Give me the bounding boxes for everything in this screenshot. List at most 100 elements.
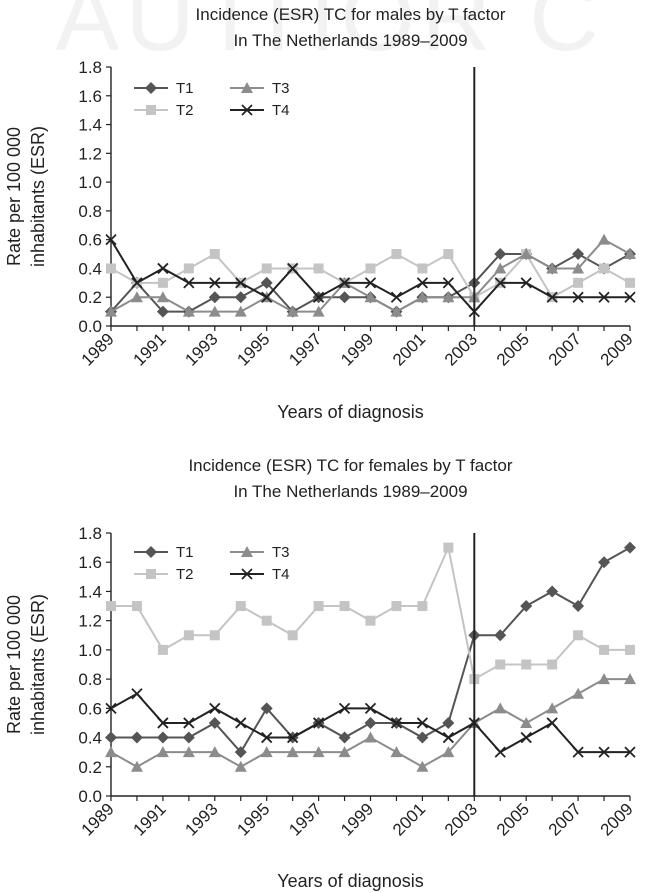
data-point-t3 <box>130 291 143 303</box>
data-point-t3 <box>442 291 455 303</box>
data-point-t3 <box>182 305 195 317</box>
data-point-t4 <box>261 291 273 303</box>
legend-label-t1: T1 <box>176 544 194 561</box>
legend-label-t4: T4 <box>272 102 290 119</box>
data-point-t3 <box>338 746 351 758</box>
x-tick-label: 1993 <box>181 329 221 369</box>
y-tick-label: 0.8 <box>78 670 102 689</box>
data-point-t3 <box>208 305 221 317</box>
data-point-t2 <box>495 659 506 670</box>
data-point-t4 <box>572 291 584 303</box>
data-point-t4 <box>416 717 429 729</box>
data-point-t1 <box>260 276 273 289</box>
legend-marker-t3 <box>241 546 253 557</box>
data-point-t1 <box>260 702 273 715</box>
data-point-t4 <box>157 717 169 729</box>
data-point-t2 <box>365 615 376 626</box>
data-point-t1 <box>234 746 247 759</box>
legend-marker-t2 <box>146 105 156 115</box>
data-point-t3 <box>390 305 403 317</box>
x-tick-label: 1999 <box>337 329 377 369</box>
x-tick-label: 2007 <box>545 799 585 839</box>
data-point-t2 <box>106 263 116 274</box>
x-tick-label: 1995 <box>233 329 273 369</box>
data-point-t2 <box>157 644 168 655</box>
data-point-t2 <box>106 601 116 612</box>
data-point-t3 <box>182 746 195 758</box>
y-tick-label: 1.0 <box>78 641 102 660</box>
legend-label-t4: T4 <box>272 566 290 583</box>
x-tick-label: 2003 <box>441 329 481 369</box>
y-tick-label: 1.2 <box>78 612 102 631</box>
y-tick-label: 1.6 <box>78 553 102 572</box>
data-point-t1 <box>338 291 351 304</box>
x-tick-label: 1997 <box>285 799 325 839</box>
data-point-t3 <box>105 746 117 758</box>
data-point-t4 <box>520 731 532 744</box>
data-point-t4 <box>494 277 506 289</box>
y-tick-label: 1.8 <box>78 524 102 543</box>
data-point-t4 <box>131 277 143 289</box>
x-tick-label: 2001 <box>389 799 429 839</box>
x-tick-label: 2009 <box>597 329 637 369</box>
legend-marker-t4 <box>241 568 253 580</box>
data-point-t4 <box>442 277 454 289</box>
females-chart: Incidence (ESR) TC for females by T fact… <box>4 456 637 891</box>
data-point-t3 <box>208 746 221 758</box>
data-point-t4 <box>287 262 299 275</box>
data-point-t3 <box>286 305 299 317</box>
chart-title: Incidence (ESR) TC for males by T factor <box>196 5 506 24</box>
data-point-t4 <box>416 277 429 289</box>
data-point-t3 <box>520 716 533 728</box>
data-point-t4 <box>312 717 325 729</box>
data-point-t1 <box>572 248 585 261</box>
legend-marker-t3 <box>241 82 253 93</box>
data-point-t1 <box>494 629 507 642</box>
data-point-t4 <box>364 702 377 714</box>
legend-marker-t1 <box>145 546 157 558</box>
data-point-t4 <box>183 277 195 289</box>
data-point-t2 <box>261 263 272 274</box>
data-point-t2 <box>339 601 350 612</box>
x-tick-label: 2001 <box>389 329 429 369</box>
data-point-t1 <box>494 248 507 261</box>
data-point-t2 <box>235 601 246 612</box>
data-point-t2 <box>391 249 402 260</box>
data-point-t2 <box>131 601 142 612</box>
y-axis-label-line2: inhabitants (ESR) <box>28 126 48 267</box>
males-chart: Incidence (ESR) TC for males by T factor… <box>4 5 637 422</box>
data-point-t2 <box>365 263 376 274</box>
y-tick-label: 1.0 <box>78 173 102 192</box>
data-point-t4 <box>261 731 273 744</box>
data-point-t4 <box>520 277 532 289</box>
data-point-t4 <box>157 262 169 275</box>
y-tick-label: 0.6 <box>78 699 102 718</box>
data-point-t1 <box>338 731 351 744</box>
legend-label-t1: T1 <box>176 80 194 97</box>
data-point-t1 <box>572 600 585 613</box>
data-point-t1 <box>598 556 611 569</box>
data-point-t1 <box>546 585 559 598</box>
data-point-t4 <box>338 702 351 714</box>
data-point-t2 <box>521 659 532 670</box>
data-point-t2 <box>573 277 584 288</box>
data-point-t1 <box>520 600 533 613</box>
y-tick-label: 0.6 <box>78 231 102 250</box>
data-point-t4 <box>572 746 584 758</box>
data-point-t3 <box>234 760 247 772</box>
data-point-t2 <box>443 249 454 260</box>
data-point-t4 <box>624 746 636 758</box>
data-point-t4 <box>105 234 117 246</box>
x-tick-label: 1993 <box>181 799 221 839</box>
data-point-t2 <box>417 263 428 274</box>
data-point-t3 <box>416 760 429 772</box>
data-point-t2 <box>183 263 194 274</box>
data-point-t2 <box>443 542 454 553</box>
data-point-t4 <box>598 291 610 303</box>
data-point-t3 <box>546 702 559 714</box>
y-tick-label: 0.2 <box>78 288 102 307</box>
data-point-t3 <box>624 248 636 260</box>
data-point-t4 <box>287 731 299 744</box>
y-tick-label: 1.8 <box>78 58 102 77</box>
legend-marker-t2 <box>146 569 156 579</box>
